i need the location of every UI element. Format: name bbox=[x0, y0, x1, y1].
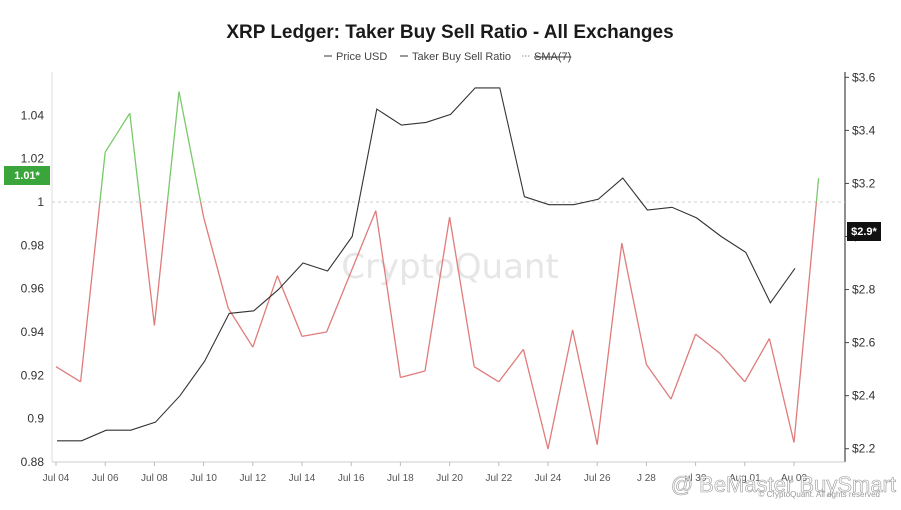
left-tick-label: 0.94 bbox=[21, 325, 45, 339]
ratio-segment bbox=[768, 338, 795, 443]
price-badge-label: $2.9* bbox=[851, 226, 877, 238]
x-tick-label: Aug 01 bbox=[729, 473, 761, 484]
ratio-segment bbox=[104, 112, 131, 153]
ratio-segment bbox=[547, 329, 574, 450]
x-tick-label: Jul 22 bbox=[485, 473, 512, 484]
x-tick-label: Jul 16 bbox=[338, 473, 365, 484]
x-tick-label: ul 30 bbox=[685, 473, 707, 484]
ratio-segment bbox=[166, 91, 180, 203]
right-tick-label: $2.6 bbox=[852, 336, 876, 350]
ratio-segment bbox=[571, 329, 598, 445]
left-tick-label: 0.92 bbox=[21, 368, 45, 382]
legend-label-0: Price USD bbox=[336, 51, 387, 63]
ratio-segment bbox=[670, 333, 697, 400]
ratio-segment bbox=[719, 353, 746, 383]
ratio-segment bbox=[522, 349, 549, 450]
right-tick-label: $2.2 bbox=[852, 442, 876, 456]
ratio-segment bbox=[350, 210, 377, 272]
watermark-handle: @ BeMaster BuySmart bbox=[671, 472, 896, 497]
ratio-segment bbox=[178, 91, 202, 203]
ratio-segment bbox=[424, 217, 451, 372]
left-tick-label: 0.98 bbox=[21, 238, 45, 252]
watermark-credit: © CryptoQuant. All rights reserved bbox=[759, 490, 881, 499]
ratio-segment bbox=[400, 370, 426, 379]
ratio-segment bbox=[129, 113, 141, 203]
ratio-segment bbox=[375, 210, 402, 378]
ratio-segment bbox=[793, 201, 818, 443]
ratio-segment bbox=[645, 364, 672, 400]
ratio-segment bbox=[99, 152, 106, 203]
x-tick-label: Jul 06 bbox=[92, 473, 119, 484]
x-tick-label: Jul 12 bbox=[239, 473, 266, 484]
ratio-segment bbox=[199, 201, 205, 218]
right-tick-label: $2.8 bbox=[852, 283, 876, 297]
plot-area: 0.88 0.9 0.92 0.94 0.96 0.98 1 1.02 1.04 $2.2 $2.4… bbox=[4, 70, 881, 484]
x-tick-label: Jul 10 bbox=[190, 473, 217, 484]
ratio-segment bbox=[276, 275, 303, 337]
left-tick-label: 1.02 bbox=[21, 152, 45, 166]
x-tick-label: J 28 bbox=[637, 473, 656, 484]
ratio-segment bbox=[301, 331, 327, 337]
ratio-segment bbox=[55, 366, 81, 383]
ratio-segment bbox=[815, 178, 820, 203]
x-tick-label: Jul 18 bbox=[387, 473, 414, 484]
ratio-segment bbox=[252, 275, 279, 348]
ratio-segment bbox=[695, 333, 721, 355]
ratio-segment bbox=[473, 366, 500, 383]
right-tick-label: $2.4 bbox=[852, 389, 876, 403]
price-line bbox=[57, 87, 796, 442]
ratio-segment bbox=[621, 243, 648, 365]
ratio-segment bbox=[448, 217, 475, 367]
x-tick-label: Jul 08 bbox=[141, 473, 168, 484]
ratio-segment bbox=[227, 307, 254, 348]
ratio-segment bbox=[139, 201, 156, 326]
ratio-segment bbox=[325, 271, 352, 333]
x-tick-label: Jul 26 bbox=[584, 473, 611, 484]
right-tick-label: $3.2 bbox=[852, 176, 876, 190]
legend: Price USD Taker Buy Sell Ratio SMA(7) bbox=[324, 51, 571, 63]
right-tick-label: $3.4 bbox=[852, 123, 876, 137]
ratio-segment bbox=[744, 338, 770, 383]
left-tick-label: 0.96 bbox=[21, 282, 45, 296]
ratio-segment bbox=[596, 243, 623, 445]
ratio-badge-label: 1.01* bbox=[14, 170, 40, 182]
x-tick-label: Jul 20 bbox=[436, 473, 463, 484]
ratio-segment bbox=[153, 201, 169, 326]
left-tick-label: 0.88 bbox=[21, 455, 45, 469]
left-tick-label: 1.04 bbox=[21, 108, 45, 122]
watermark-brand: CryptoQuant bbox=[341, 247, 559, 287]
left-tick-label: 0.9 bbox=[27, 412, 44, 426]
legend-label-1: Taker Buy Sell Ratio bbox=[412, 51, 511, 63]
x-tick-label: Jul 24 bbox=[535, 473, 562, 484]
x-tick-label: Jul 04 bbox=[43, 473, 70, 484]
ratio-segment bbox=[202, 216, 229, 309]
price-badge bbox=[847, 222, 881, 241]
ratio-badge bbox=[4, 166, 50, 185]
x-tick-label: Au 03 bbox=[781, 473, 808, 484]
legend-label-2: SMA(7) bbox=[534, 51, 571, 63]
ratio-segment bbox=[498, 348, 524, 383]
ratio-segment bbox=[79, 201, 101, 382]
chart-title: XRP Ledger: Taker Buy Sell Ratio - All E… bbox=[226, 22, 673, 43]
x-tick-label: Jul 14 bbox=[289, 473, 316, 484]
right-tick-label: $3.6 bbox=[852, 70, 876, 84]
left-tick-label: 1 bbox=[37, 195, 44, 209]
